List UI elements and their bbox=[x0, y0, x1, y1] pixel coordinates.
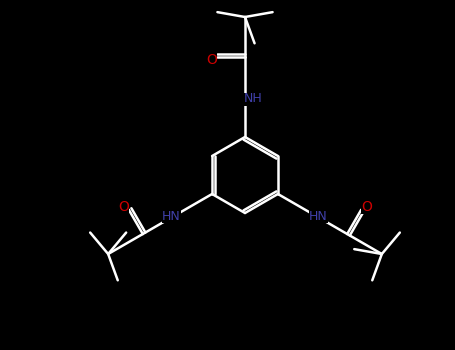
Text: NH: NH bbox=[243, 92, 263, 105]
Text: O: O bbox=[361, 200, 372, 214]
Text: HN: HN bbox=[309, 210, 328, 223]
Text: HN: HN bbox=[162, 210, 181, 223]
Text: O: O bbox=[118, 200, 129, 214]
Text: O: O bbox=[207, 53, 217, 67]
